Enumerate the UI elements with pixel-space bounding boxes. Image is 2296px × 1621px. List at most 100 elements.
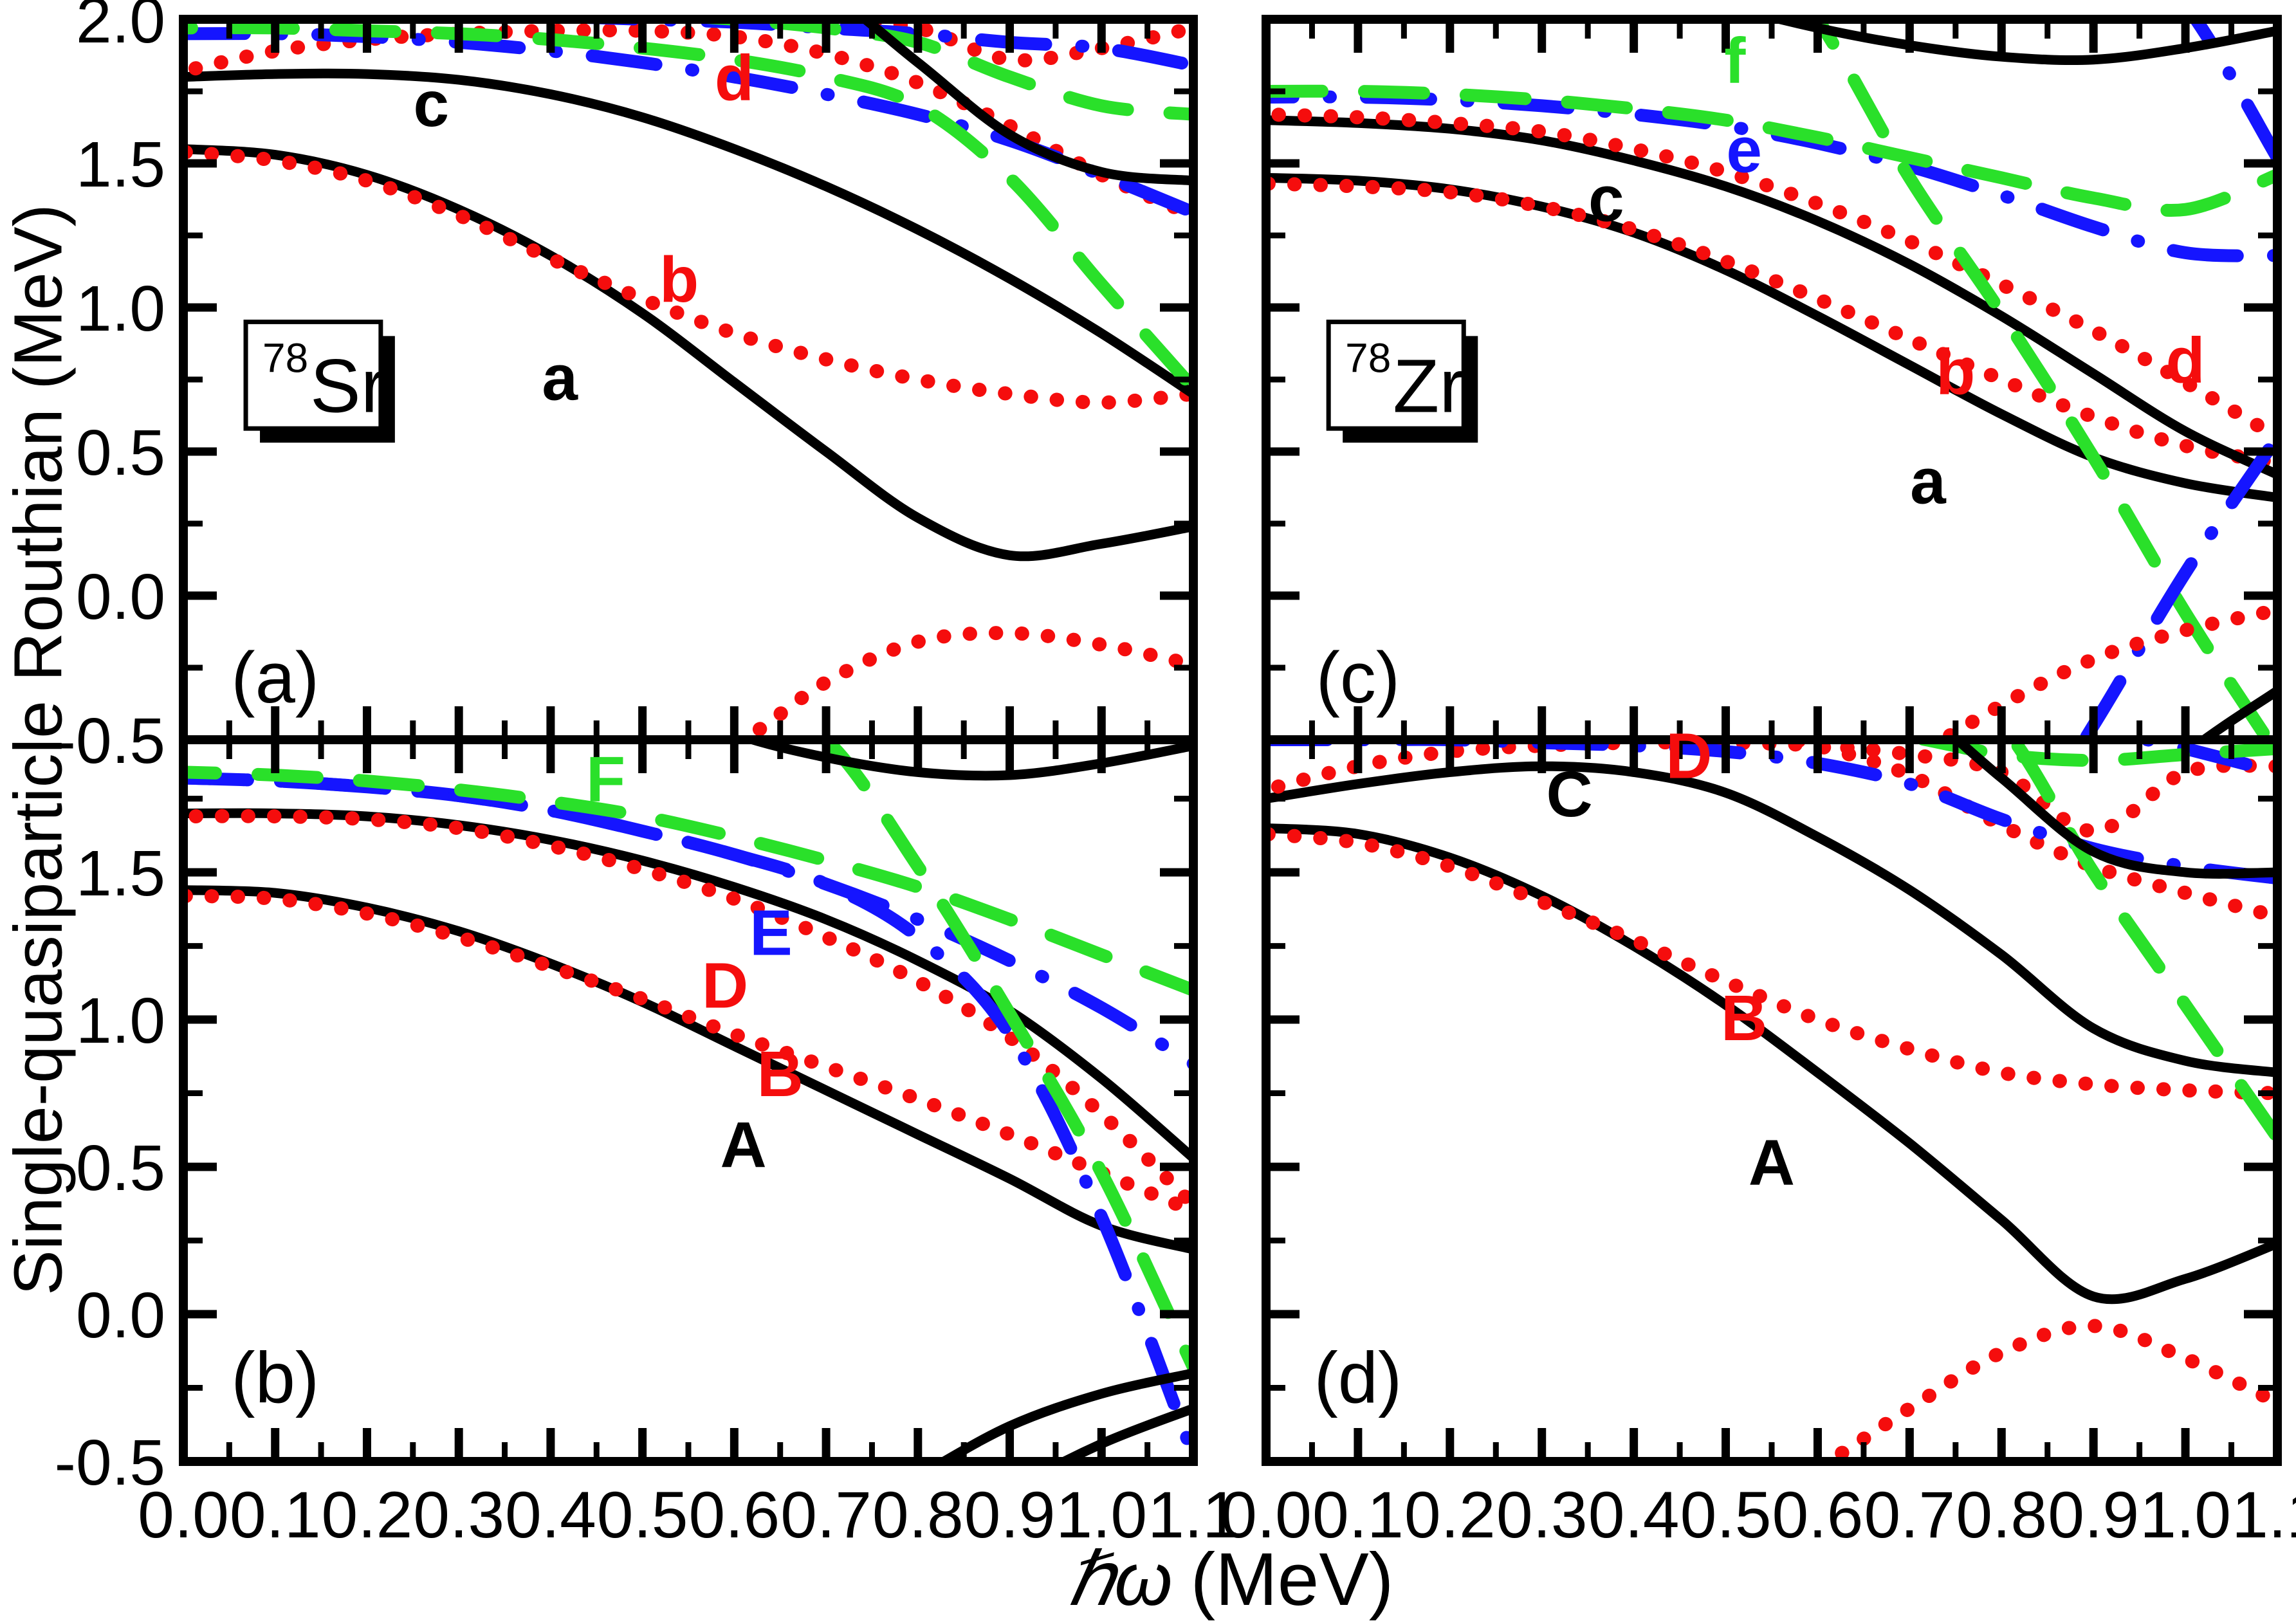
x-axis-title-unit: (MeV): [1190, 1537, 1394, 1621]
x-tick-label-b-0.9: 0.9: [964, 1478, 1056, 1552]
isotope-symbol: Sr: [310, 343, 386, 428]
x-tick-label-d-0.6: 0.6: [1772, 1478, 1864, 1552]
y-axis-title: Single-quasiparticle Routhian (MeV): [0, 204, 77, 1296]
y-tick-label-a-2.0: 2.0: [76, 0, 165, 57]
curve-b-D: [183, 809, 1193, 1213]
isotope-symbol: Zr: [1393, 343, 1464, 428]
y-tick-label-a--0.5: -0.5: [55, 705, 165, 777]
isotope-box: [243, 319, 383, 431]
x-axis-title-symbol: ℏω: [1067, 1537, 1173, 1621]
curve-d-D: [1266, 740, 2277, 838]
panel-b: 1.51.00.50.0-0.50.0 0.1 0.2 0.3 0.4 0.5 0.6 0.7…: [55, 735, 1239, 1552]
x-tick-label-b-0.3: 0.3: [413, 1478, 504, 1552]
curve-label-a-a: a: [542, 342, 578, 414]
x-tick-label-b-1.0: 1.0: [1056, 1478, 1147, 1552]
curve-a-b: [183, 145, 1193, 410]
x-tick-label-d-0.9: 0.9: [2048, 1478, 2139, 1552]
curve-label-a-d: d: [715, 42, 754, 114]
x-tick-label-d-0.3: 0.3: [1496, 1478, 1588, 1552]
panel-d: 0.00.10.20.30.40.50.60.70.80.91.01.1 D C B A…: [1220, 720, 2296, 1552]
curve-c-f: [1266, 84, 2277, 217]
y-tick-label-a-1.0: 1.0: [76, 273, 165, 345]
isotope-box: [1326, 319, 1466, 431]
curve-label-b-A: A: [721, 1109, 767, 1181]
curve-label-c-e: e: [1726, 114, 1762, 186]
curve-a-d2: [713, 19, 1193, 68]
curve-a-black-top: [858, 19, 1193, 186]
x-axis-title: ℏω (MeV): [183, 1536, 2277, 1621]
curve-a-red-bottom: [730, 626, 1193, 740]
curve-label-a-c: c: [414, 68, 450, 140]
x-tick-label-d-0.5: 0.5: [1680, 1478, 1772, 1552]
x-tick-label-d-0.0: 0.0: [1220, 1478, 1312, 1552]
curve-b-E: [183, 771, 1193, 1070]
curve-label-b-F: F: [586, 744, 625, 816]
curve-c-black-top: [1760, 19, 2277, 66]
curve-a-f2: [627, 19, 1193, 121]
curve-b-F2-steep: [816, 740, 1193, 1374]
curve-label-d-C: C: [1546, 758, 1592, 830]
y-tick-label-b-0.5: 0.5: [76, 1132, 165, 1204]
curve-label-c-f: f: [1724, 25, 1746, 97]
isotope-mass: 78: [1345, 334, 1391, 381]
curve-b-black-br1: [934, 1368, 1193, 1461]
curve-a-e2: [183, 19, 1193, 72]
curve-label-b-D: D: [702, 950, 748, 1022]
curve-d-B: [1266, 827, 2277, 1101]
x-tick-label-d-0.4: 0.4: [1588, 1478, 1680, 1552]
curve-label-c-b: b: [1936, 336, 1975, 408]
curve-b-F: [183, 765, 1193, 997]
panel-tag-d: (d): [1314, 1337, 1402, 1418]
y-tick-label-a-0.5: 0.5: [76, 417, 165, 489]
isotope-mass: 78: [262, 334, 308, 381]
panel-tag-b: (b): [231, 1337, 319, 1418]
y-tick-label-b-1.5: 1.5: [76, 838, 165, 910]
curve-a-c: [183, 68, 1193, 398]
curve-c-e: [1266, 90, 2277, 262]
curve-label-d-A: A: [1749, 1127, 1795, 1199]
curve-d-black-top: [1950, 740, 2277, 879]
x-tick-label-b-0.0: 0.0: [138, 1478, 229, 1552]
curve-label-b-B: B: [757, 1038, 804, 1110]
curve-label-b-E: E: [749, 897, 793, 969]
x-tick-label-d-0.2: 0.2: [1404, 1478, 1496, 1552]
panel-a-ticks: [183, 19, 1193, 740]
panel-d-curves: [1266, 740, 2277, 1461]
curve-d-D2: [1763, 740, 2277, 924]
x-tick-label-b-1.1: 1.1: [1148, 1478, 1239, 1552]
curve-label-c-d: d: [2166, 324, 2205, 396]
curve-b-B: [183, 888, 1193, 1218]
curve-label-d-B: B: [1721, 982, 1767, 1054]
curve-d-E: [1266, 740, 2277, 885]
curve-d-A: [1266, 823, 2277, 1305]
x-tick-label-b-0.4: 0.4: [505, 1478, 596, 1552]
x-tick-label-b-0.5: 0.5: [597, 1478, 688, 1552]
panel-a: 78 Sr 2.0 1.5 1.0 0.5 0.0 -0.5 c d b a (a): [55, 0, 1198, 777]
curve-c-red-bottom: [1930, 603, 2277, 740]
panel-b-ticks: [183, 740, 1193, 1461]
x-tick-label-d-0.1: 0.1: [1312, 1478, 1404, 1552]
y-tick-label-b-0.0: 0.0: [76, 1279, 165, 1351]
y-tick-label-b-1.0: 1.0: [76, 985, 165, 1057]
panel-c: 78 Zr fe c b d a (c): [1262, 15, 2282, 744]
curve-b-A: [183, 885, 1193, 1254]
x-tick-label-d-0.7: 0.7: [1864, 1478, 1955, 1552]
panel-b-curves: [183, 740, 1193, 1461]
curve-label-c-a: a: [1910, 446, 1947, 518]
y-tick-label-a-1.5: 1.5: [76, 129, 165, 201]
curve-d-F2-steep: [2005, 740, 2277, 1144]
x-tick-label-b-0.2: 0.2: [322, 1478, 413, 1552]
x-tick-label-d-1.1: 1.1: [2232, 1478, 2296, 1552]
panel-tag-c: (c): [1316, 637, 1401, 718]
x-tick-label-d-0.8: 0.8: [1956, 1478, 2047, 1552]
x-tick-label-d-1.0: 1.0: [2140, 1478, 2231, 1552]
curve-label-c-c: c: [1588, 163, 1624, 235]
x-tick-label-b-0.1: 0.1: [230, 1478, 321, 1552]
curve-label-d-D: D: [1666, 720, 1712, 792]
curve-b-C: [183, 808, 1193, 1162]
x-tick-label-b-0.6: 0.6: [688, 1478, 780, 1552]
y-tick-label-a-0.0: 0.0: [76, 561, 165, 633]
y-tick-label-b--0.5: -0.5: [55, 1427, 165, 1499]
